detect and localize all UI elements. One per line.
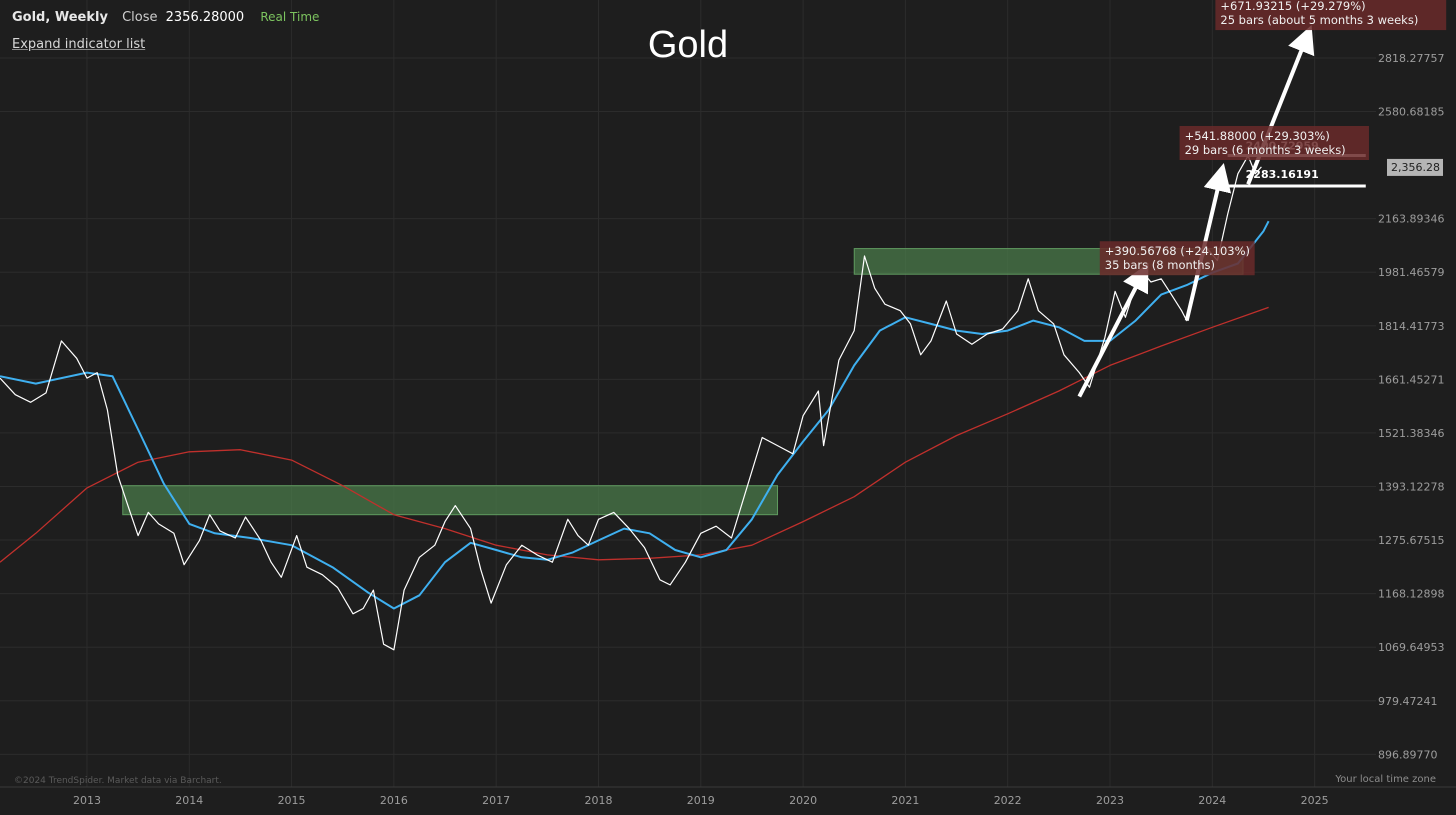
y-tick-label: 979.47241 bbox=[1378, 695, 1438, 708]
x-tick-label: 2015 bbox=[278, 794, 306, 807]
y-tick-label: 2818.27757 bbox=[1378, 52, 1444, 65]
moving-average-fast-line bbox=[0, 220, 1270, 610]
close-label: Close bbox=[122, 10, 158, 25]
chart-header: Gold, Weekly Close 2356.28000 Real Time bbox=[12, 10, 319, 25]
annotation-duration: 25 bars (about 5 months 3 weeks) bbox=[1220, 13, 1418, 27]
x-tick-label: 2019 bbox=[687, 794, 715, 807]
x-tick-label: 2017 bbox=[482, 794, 510, 807]
y-tick-label: 1661.45271 bbox=[1378, 373, 1444, 386]
x-tick-label: 2023 bbox=[1096, 794, 1124, 807]
measure-annotation: +671.93215 (+29.279%)25 bars (about 5 mo… bbox=[1215, 0, 1447, 31]
consolidation-zone bbox=[122, 485, 779, 516]
trend-arrow bbox=[1077, 263, 1149, 398]
y-tick-label: 2580.68185 bbox=[1378, 106, 1444, 119]
annotation-box bbox=[1179, 125, 1369, 160]
expand-indicator-list-link[interactable]: Expand indicator list bbox=[12, 37, 146, 52]
y-tick-label: 896.89770 bbox=[1378, 748, 1438, 761]
y-tick-label: 1069.64953 bbox=[1378, 641, 1444, 654]
y-tick-label: 1275.67515 bbox=[1378, 534, 1444, 547]
realtime-badge: Real Time bbox=[260, 10, 320, 24]
x-tick-label: 2018 bbox=[584, 794, 612, 807]
y-tick-label: 1814.41773 bbox=[1378, 320, 1444, 333]
x-tick-label: 2013 bbox=[73, 794, 101, 807]
measure-annotation: +390.56768 (+24.103%)35 bars (8 months) bbox=[1099, 241, 1255, 276]
y-tick-label: 1393.12278 bbox=[1378, 480, 1444, 493]
annotation-duration: 29 bars (6 months 3 weeks) bbox=[1185, 143, 1346, 157]
x-tick-label: 2025 bbox=[1301, 794, 1329, 807]
symbol-label: Gold, Weekly bbox=[12, 10, 108, 25]
x-tick-label: 2021 bbox=[891, 794, 919, 807]
y-tick-label: 2163.89346 bbox=[1378, 213, 1444, 226]
annotation-change: +541.88000 (+29.303%) bbox=[1185, 129, 1330, 143]
timezone-label[interactable]: Your local time zone bbox=[1335, 774, 1436, 785]
annotation-change: +671.93215 (+29.279%) bbox=[1220, 0, 1365, 13]
x-tick-label: 2014 bbox=[175, 794, 203, 807]
annotation-box bbox=[1099, 241, 1255, 276]
y-tick-label: 1168.12898 bbox=[1378, 588, 1444, 601]
chart-title: Gold bbox=[647, 24, 729, 66]
data-credit: ©2024 TrendSpider. Market data via Barch… bbox=[14, 776, 222, 786]
annotation-change: +390.56768 (+24.103%) bbox=[1105, 244, 1250, 258]
price-level-label: 2283.16191 bbox=[1246, 168, 1319, 181]
x-tick-label: 2016 bbox=[380, 794, 408, 807]
annotation-duration: 35 bars (8 months) bbox=[1105, 258, 1215, 272]
price-line bbox=[0, 155, 1262, 651]
x-tick-label: 2022 bbox=[994, 794, 1022, 807]
x-tick-label: 2024 bbox=[1198, 794, 1226, 807]
close-value: 2356.28000 bbox=[165, 10, 245, 25]
moving-average-slow-line bbox=[0, 306, 1269, 563]
grid bbox=[0, 0, 1376, 787]
y-tick-label: 1521.38346 bbox=[1378, 427, 1444, 440]
y-tick-label: 1981.46579 bbox=[1378, 266, 1444, 279]
measure-annotation: +541.88000 (+29.303%)29 bars (6 months 3… bbox=[1179, 125, 1369, 160]
annotation-box bbox=[1215, 0, 1447, 31]
current-price-tag bbox=[1387, 158, 1443, 176]
current-price-label: 2,356.28 bbox=[1391, 161, 1440, 174]
x-tick-label: 2020 bbox=[789, 794, 817, 807]
